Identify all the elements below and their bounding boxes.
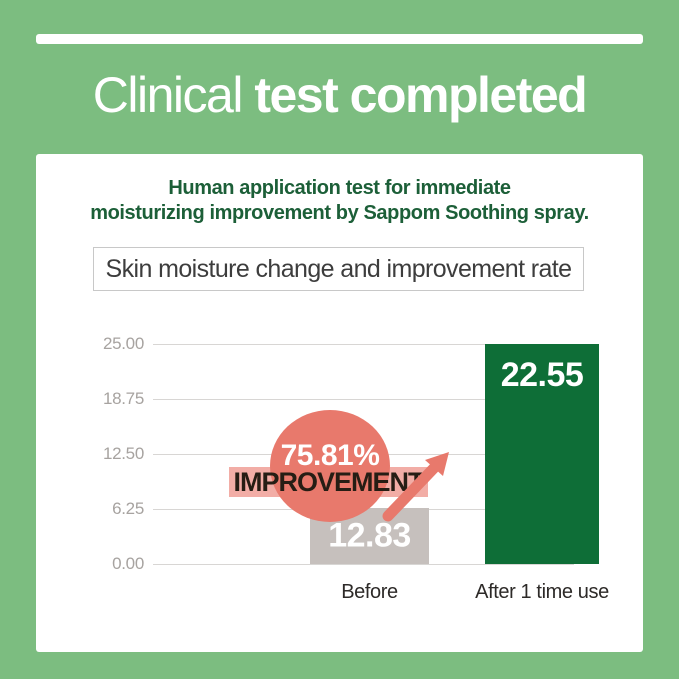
test-description: Human application test for immediate moi… xyxy=(36,176,643,226)
bar-value-label: 22.55 xyxy=(500,356,584,394)
improvement-circle xyxy=(270,410,390,522)
page-title: Clinical test completed xyxy=(0,66,679,124)
chart-title: Skin moisture change and improvement rat… xyxy=(105,254,573,283)
test-description-line2: moisturizing improvement by Sappom Sooth… xyxy=(90,202,589,224)
y-axis-tick-label: 25.00 xyxy=(102,334,144,353)
bar-value-label: 12.83 xyxy=(328,516,411,555)
test-description-line1: Human application test for immediate xyxy=(168,177,511,199)
gridline xyxy=(153,344,574,345)
y-axis-tick-label: 0.00 xyxy=(112,554,144,573)
improvement-label: IMPROVEMENT xyxy=(233,466,424,497)
y-axis-tick-label: 18.75 xyxy=(102,389,144,408)
gridline xyxy=(153,564,574,565)
y-axis-tick-label: 6.25 xyxy=(112,499,144,518)
page-title-light: Clinical xyxy=(92,67,255,123)
bar-after: 22.55 xyxy=(485,344,599,564)
y-axis-tick-label: 12.50 xyxy=(102,444,144,463)
x-axis-category-label: After 1 time use xyxy=(475,581,609,603)
top-divider-bar xyxy=(36,34,643,44)
improvement-percent: 75.81% xyxy=(280,439,380,472)
content-card: Human application test for immediate moi… xyxy=(36,154,643,652)
page-title-bold: test completed xyxy=(254,67,587,123)
x-axis-category-label: Before xyxy=(341,581,398,603)
gridline xyxy=(153,399,574,400)
chart-title-box: Skin moisture change and improvement rat… xyxy=(93,247,584,291)
